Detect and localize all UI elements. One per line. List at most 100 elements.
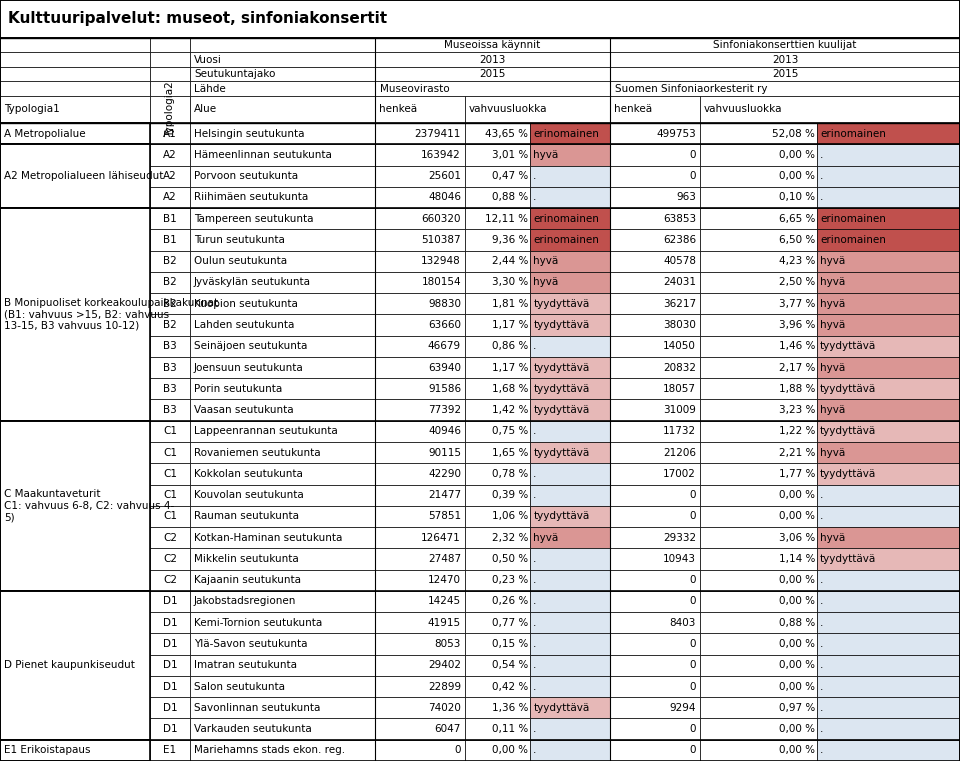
FancyBboxPatch shape xyxy=(150,549,190,569)
FancyBboxPatch shape xyxy=(700,293,817,314)
Text: 46679: 46679 xyxy=(428,341,461,352)
FancyBboxPatch shape xyxy=(150,633,190,654)
Text: .: . xyxy=(533,193,537,202)
Text: Savonlinnan seutukunta: Savonlinnan seutukunta xyxy=(194,703,321,713)
Text: Seinäjoen seutukunta: Seinäjoen seutukunta xyxy=(194,341,307,352)
FancyBboxPatch shape xyxy=(190,485,375,506)
FancyBboxPatch shape xyxy=(817,654,960,676)
FancyBboxPatch shape xyxy=(0,81,150,96)
Text: 40946: 40946 xyxy=(428,426,461,436)
Text: .: . xyxy=(533,575,537,585)
FancyBboxPatch shape xyxy=(0,229,150,250)
Text: .: . xyxy=(533,171,537,181)
Text: 1,17 %: 1,17 % xyxy=(492,320,528,330)
FancyBboxPatch shape xyxy=(0,485,150,506)
FancyBboxPatch shape xyxy=(0,612,150,633)
Text: 3,06 %: 3,06 % xyxy=(779,533,815,543)
Text: tyydyttävä: tyydyttävä xyxy=(533,703,589,713)
FancyBboxPatch shape xyxy=(530,314,610,336)
FancyBboxPatch shape xyxy=(0,53,150,67)
FancyBboxPatch shape xyxy=(610,38,960,53)
Text: hyvä: hyvä xyxy=(533,150,559,160)
FancyBboxPatch shape xyxy=(530,357,610,378)
Text: 29332: 29332 xyxy=(662,533,696,543)
Text: 0,00 %: 0,00 % xyxy=(492,745,528,756)
FancyBboxPatch shape xyxy=(150,421,190,442)
FancyBboxPatch shape xyxy=(700,208,817,229)
Text: 98830: 98830 xyxy=(428,299,461,309)
FancyBboxPatch shape xyxy=(0,208,150,229)
FancyBboxPatch shape xyxy=(465,506,530,527)
FancyBboxPatch shape xyxy=(375,250,465,272)
FancyBboxPatch shape xyxy=(700,676,817,697)
Text: 14050: 14050 xyxy=(663,341,696,352)
FancyBboxPatch shape xyxy=(700,654,817,676)
FancyBboxPatch shape xyxy=(610,506,700,527)
FancyBboxPatch shape xyxy=(465,740,530,761)
Text: erinomainen: erinomainen xyxy=(533,214,599,224)
FancyBboxPatch shape xyxy=(530,633,610,654)
FancyBboxPatch shape xyxy=(817,378,960,400)
FancyBboxPatch shape xyxy=(375,718,465,740)
FancyBboxPatch shape xyxy=(190,314,375,336)
FancyBboxPatch shape xyxy=(700,506,817,527)
Text: 8403: 8403 xyxy=(670,618,696,628)
Text: A1: A1 xyxy=(163,129,177,139)
Text: 0,00 %: 0,00 % xyxy=(779,511,815,521)
Text: 25601: 25601 xyxy=(428,171,461,181)
FancyBboxPatch shape xyxy=(375,463,465,485)
Text: 42290: 42290 xyxy=(428,469,461,479)
FancyBboxPatch shape xyxy=(700,145,817,166)
FancyBboxPatch shape xyxy=(190,676,375,697)
Text: 2,44 %: 2,44 % xyxy=(492,256,528,266)
Text: Lappeenrannan seutukunta: Lappeenrannan seutukunta xyxy=(194,426,338,436)
Text: Salon seutukunta: Salon seutukunta xyxy=(194,682,285,692)
FancyBboxPatch shape xyxy=(0,633,150,654)
FancyBboxPatch shape xyxy=(375,400,465,421)
FancyBboxPatch shape xyxy=(817,421,960,442)
Text: 0,78 %: 0,78 % xyxy=(492,469,528,479)
FancyBboxPatch shape xyxy=(190,697,375,718)
Text: tyydyttävä: tyydyttävä xyxy=(533,299,589,309)
FancyBboxPatch shape xyxy=(0,96,150,123)
Text: B2: B2 xyxy=(163,320,177,330)
FancyBboxPatch shape xyxy=(190,293,375,314)
Text: .: . xyxy=(533,724,537,734)
FancyBboxPatch shape xyxy=(700,166,817,186)
Text: 1,22 %: 1,22 % xyxy=(779,426,815,436)
Text: 48046: 48046 xyxy=(428,193,461,202)
Text: C Maakuntaveturit
C1: vahvuus 6-8, C2: vahvuus 4-
5): C Maakuntaveturit C1: vahvuus 6-8, C2: v… xyxy=(4,489,175,522)
Text: B2: B2 xyxy=(163,299,177,309)
Text: tyydyttävä: tyydyttävä xyxy=(820,469,876,479)
Text: C1: C1 xyxy=(163,447,177,457)
Text: 0,11 %: 0,11 % xyxy=(492,724,528,734)
Text: 62386: 62386 xyxy=(662,235,696,245)
Text: 0,23 %: 0,23 % xyxy=(492,575,528,585)
Text: Kokkolan seutukunta: Kokkolan seutukunta xyxy=(194,469,302,479)
Text: 0,00 %: 0,00 % xyxy=(779,171,815,181)
Text: 21477: 21477 xyxy=(428,490,461,500)
FancyBboxPatch shape xyxy=(465,336,530,357)
Text: 0,26 %: 0,26 % xyxy=(492,597,528,607)
Text: A2 Metropolialueen lähiseudut: A2 Metropolialueen lähiseudut xyxy=(4,171,163,181)
Text: Kuopion seutukunta: Kuopion seutukunta xyxy=(194,299,298,309)
FancyBboxPatch shape xyxy=(465,208,530,229)
FancyBboxPatch shape xyxy=(0,166,150,186)
FancyBboxPatch shape xyxy=(465,293,530,314)
Text: erinomainen: erinomainen xyxy=(820,214,886,224)
FancyBboxPatch shape xyxy=(700,740,817,761)
FancyBboxPatch shape xyxy=(150,145,190,166)
FancyBboxPatch shape xyxy=(150,654,190,676)
FancyBboxPatch shape xyxy=(0,250,150,272)
Text: D Pienet kaupunkiseudut: D Pienet kaupunkiseudut xyxy=(4,661,134,670)
Text: erinomainen: erinomainen xyxy=(533,235,599,245)
Text: 11732: 11732 xyxy=(662,426,696,436)
Text: 8053: 8053 xyxy=(435,639,461,649)
FancyBboxPatch shape xyxy=(375,442,465,463)
Text: 14245: 14245 xyxy=(428,597,461,607)
FancyBboxPatch shape xyxy=(150,506,190,527)
FancyBboxPatch shape xyxy=(700,569,817,591)
Text: E1: E1 xyxy=(163,745,177,756)
Text: 1,17 %: 1,17 % xyxy=(492,362,528,373)
FancyBboxPatch shape xyxy=(0,400,150,421)
